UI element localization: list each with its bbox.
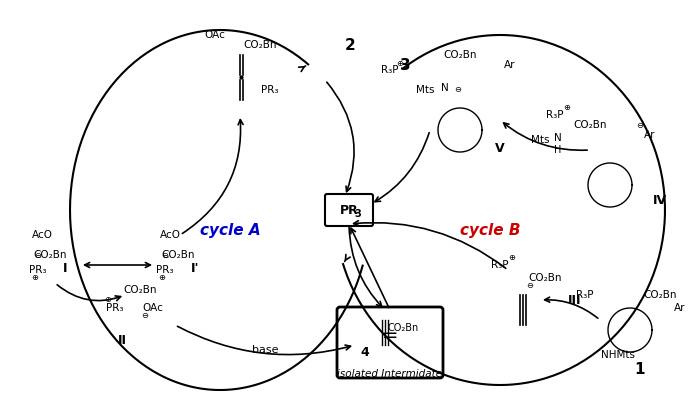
Text: R₃P: R₃P (381, 65, 399, 75)
Text: CO₂Bn: CO₂Bn (387, 323, 419, 333)
Text: PR: PR (340, 204, 358, 217)
Text: 3: 3 (355, 209, 362, 219)
Text: IV: IV (653, 194, 667, 206)
Text: CO₂Bn: CO₂Bn (124, 285, 157, 295)
Text: ⊖: ⊖ (454, 86, 461, 95)
Text: Mts: Mts (416, 85, 434, 95)
Text: H: H (554, 145, 562, 155)
Text: cycle A: cycle A (200, 223, 260, 238)
Text: I': I' (191, 261, 199, 274)
Text: PR₃: PR₃ (156, 265, 174, 275)
Text: ⊖: ⊖ (526, 280, 533, 290)
Text: ⊖: ⊖ (142, 311, 149, 320)
Text: 2: 2 (345, 38, 355, 53)
Text: OAc: OAc (205, 30, 225, 40)
Text: ⊕: ⊕ (563, 103, 570, 112)
Text: 4: 4 (361, 345, 369, 358)
Text: N: N (554, 133, 562, 143)
Text: cycle B: cycle B (460, 223, 520, 238)
Text: ⊕: ⊕ (396, 59, 403, 67)
Text: 3: 3 (400, 57, 410, 72)
Text: CO₂Bn: CO₂Bn (243, 40, 276, 50)
Text: ⊕: ⊕ (509, 252, 516, 261)
Text: ⊕: ⊕ (158, 274, 165, 282)
Text: I: I (63, 261, 67, 274)
Text: CO₂Bn: CO₂Bn (34, 250, 67, 260)
Text: AcO: AcO (31, 230, 52, 240)
Text: R₃P: R₃P (547, 110, 564, 120)
Text: base: base (252, 345, 279, 355)
Text: R₃P: R₃P (577, 290, 594, 300)
Text: ⊖: ⊖ (637, 120, 644, 130)
Text: Ar: Ar (644, 130, 655, 140)
Text: III: III (568, 293, 581, 307)
Text: PR₃: PR₃ (106, 303, 124, 313)
Text: 1: 1 (634, 362, 645, 377)
Text: AcO: AcO (160, 230, 181, 240)
Text: ⊖: ⊖ (161, 250, 168, 259)
Text: NHMts: NHMts (601, 350, 635, 360)
Text: OAc: OAc (142, 303, 163, 313)
Text: Mts: Mts (530, 135, 549, 145)
Text: PR₃: PR₃ (29, 265, 47, 275)
FancyBboxPatch shape (337, 307, 443, 378)
Text: N: N (441, 83, 449, 93)
Text: II: II (117, 333, 126, 347)
Text: ⊕: ⊕ (105, 295, 112, 305)
Text: R₃P: R₃P (491, 260, 509, 270)
Text: CO₂Bn: CO₂Bn (573, 120, 607, 130)
Text: V: V (495, 141, 505, 154)
Text: PR₃: PR₃ (261, 85, 279, 95)
Text: Ar: Ar (504, 60, 516, 70)
Text: isolated Intermidate: isolated Intermidate (337, 369, 443, 379)
Text: =: = (382, 326, 399, 345)
FancyBboxPatch shape (325, 194, 373, 226)
Text: ⊖: ⊖ (34, 250, 41, 259)
Text: CO₂Bn: CO₂Bn (443, 50, 477, 60)
Text: CO₂Bn: CO₂Bn (528, 273, 562, 283)
Text: ⊕: ⊕ (31, 274, 38, 282)
Text: Ar: Ar (674, 303, 685, 313)
Text: CO₂Bn: CO₂Bn (161, 250, 195, 260)
Text: CO₂Bn: CO₂Bn (644, 290, 677, 300)
